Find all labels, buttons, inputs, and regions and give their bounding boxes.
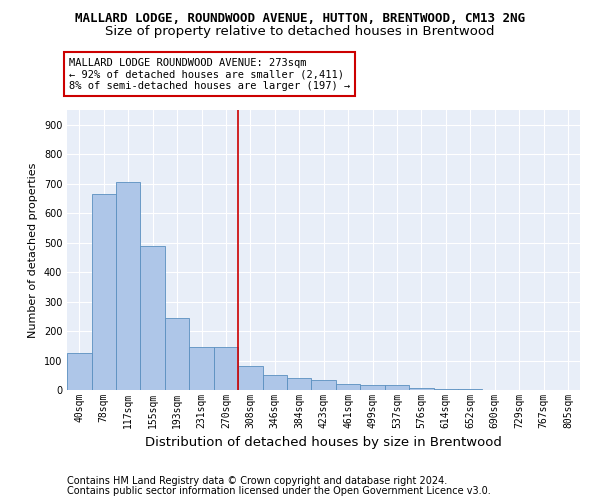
Bar [336,384,361,390]
Bar [92,194,116,390]
Bar [238,366,263,390]
Bar [214,348,238,390]
Text: Contains HM Land Registry data © Crown copyright and database right 2024.: Contains HM Land Registry data © Crown c… [67,476,448,486]
Text: MALLARD LODGE, ROUNDWOOD AVENUE, HUTTON, BRENTWOOD, CM13 2NG: MALLARD LODGE, ROUNDWOOD AVENUE, HUTTON,… [75,12,525,26]
Bar [140,246,165,390]
Text: MALLARD LODGE ROUNDWOOD AVENUE: 273sqm
← 92% of detached houses are smaller (2,4: MALLARD LODGE ROUNDWOOD AVENUE: 273sqm ←… [69,58,350,90]
Bar [263,376,287,390]
Text: Contains public sector information licensed under the Open Government Licence v3: Contains public sector information licen… [67,486,491,496]
Bar [287,378,311,390]
Bar [311,380,336,390]
Bar [385,385,409,390]
Bar [67,353,92,390]
Bar [434,388,458,390]
Bar [361,385,385,390]
Y-axis label: Number of detached properties: Number of detached properties [28,162,38,338]
Bar [190,348,214,390]
X-axis label: Distribution of detached houses by size in Brentwood: Distribution of detached houses by size … [145,436,502,450]
Text: Size of property relative to detached houses in Brentwood: Size of property relative to detached ho… [105,25,495,38]
Bar [409,388,434,390]
Bar [165,318,190,390]
Bar [116,182,140,390]
